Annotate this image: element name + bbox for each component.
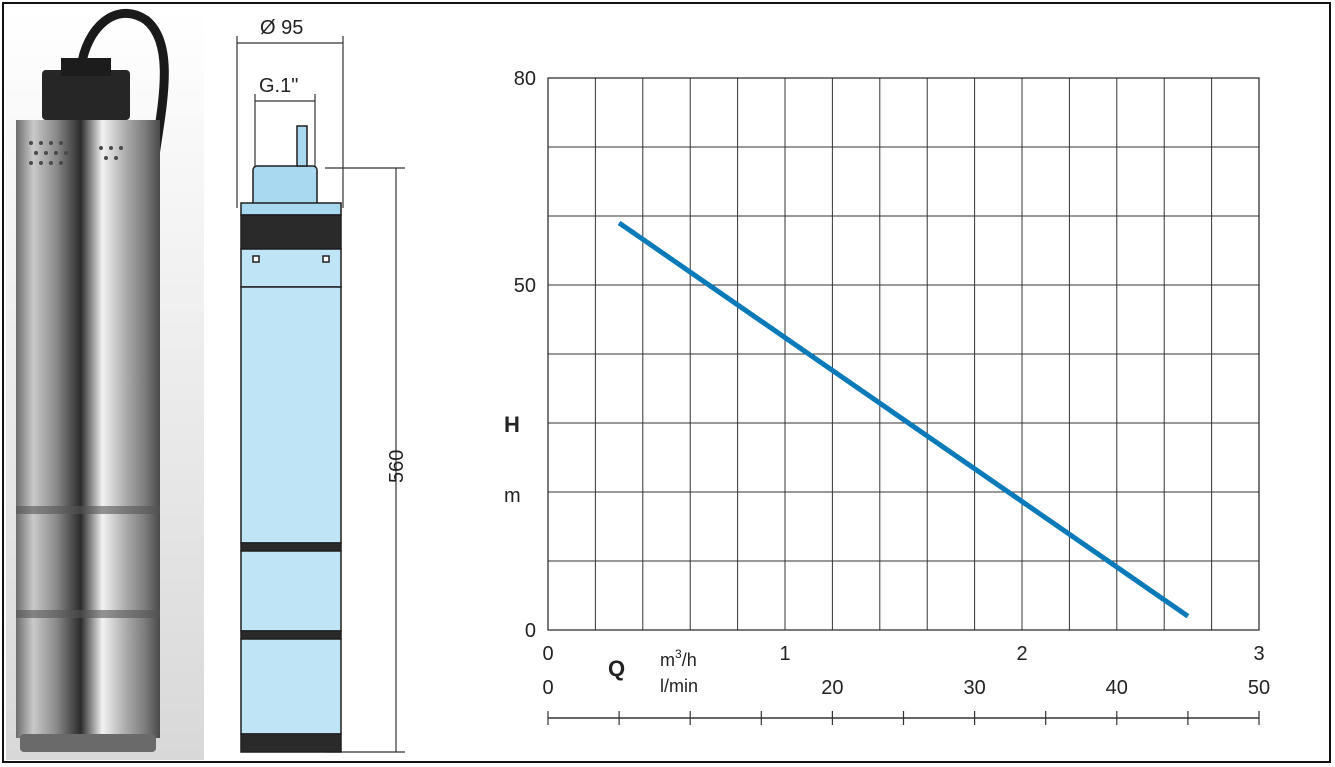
dimension-drawing: Ø 95 G.1" 560 [236, 17, 408, 753]
superscript-3: 3 [675, 647, 682, 661]
x-tick-label: 0 [542, 643, 553, 665]
x-secondary-tick-label: 0 [542, 677, 553, 699]
x-tick-label: 3 [1253, 643, 1264, 665]
plot-area [547, 77, 1260, 631]
chart-grid [548, 78, 1259, 630]
x-tick-label: 1 [779, 643, 790, 665]
x-secondary-tick-label: 20 [821, 677, 843, 699]
secondary-x-axis [547, 711, 1260, 725]
performance-chart: 0 50 80 0 1 2 3 0 20 30 40 50 H m Q m3/h l/min [504, 68, 1270, 725]
y-tick-label: 80 [514, 68, 536, 90]
y-tick-label: 0 [525, 620, 536, 642]
x-secondary-tick-label: 40 [1106, 677, 1128, 699]
performance-curve [617, 220, 1190, 619]
y-tick-label: 50 [514, 275, 536, 297]
pump-photo [6, 8, 204, 760]
per-hour: /h [682, 650, 697, 670]
x-secondary-tick-label: 30 [963, 677, 985, 699]
y-axis-label: H [504, 412, 520, 437]
x-axis-unit-primary: m3/h [660, 647, 697, 670]
x-axis-label: Q [608, 656, 625, 681]
x-tick-label: 2 [1016, 643, 1027, 665]
x-secondary-tick-label: 50 [1248, 677, 1270, 699]
diameter-label: Ø 95 [260, 17, 303, 39]
outlet-label: G.1" [259, 75, 298, 97]
x-axis-unit-secondary: l/min [660, 676, 698, 696]
y-axis-unit: m [504, 485, 521, 507]
height-label: 560 [386, 450, 408, 483]
inlet-holes [29, 141, 123, 165]
